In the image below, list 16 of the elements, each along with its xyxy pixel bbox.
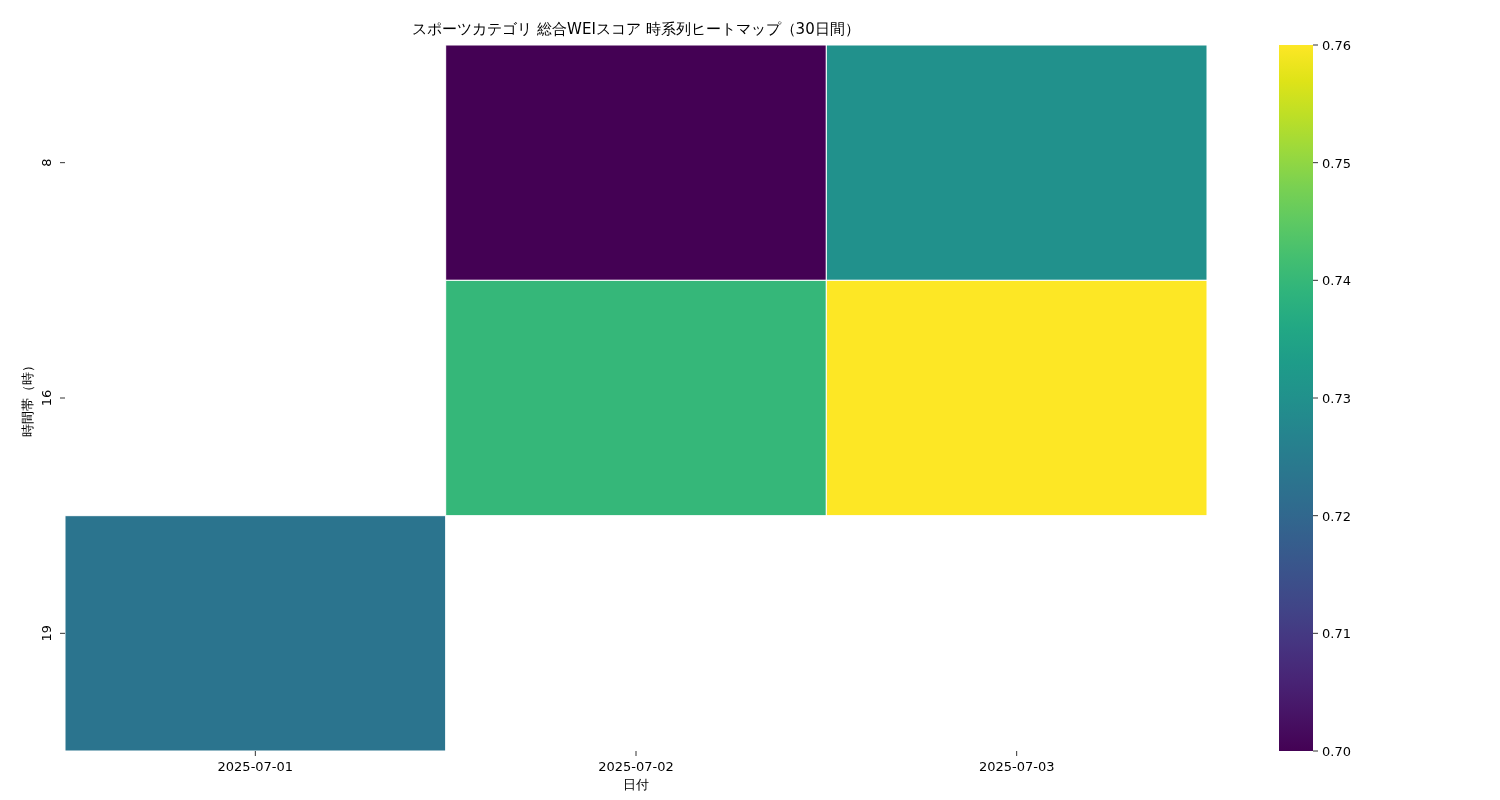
color-bar-label: 0.70 — [1322, 744, 1351, 759]
y-tick-label: 8 — [39, 158, 54, 167]
color-bar-label: 0.74 — [1322, 273, 1351, 289]
x-tick-label: 2025-07-02 — [598, 759, 674, 774]
color-bar-label: 0.75 — [1322, 155, 1351, 171]
color-bar-label: 0.71 — [1322, 626, 1351, 642]
x-axis-title: 日付 — [623, 777, 649, 792]
y-tick-label: 19 — [39, 625, 54, 642]
x-tick-label: 2025-07-01 — [217, 759, 294, 774]
color-bar-label: 0.76 — [1322, 38, 1351, 53]
y-axis-title: 時間帯（時） — [20, 359, 35, 437]
color-bar-label: 0.73 — [1322, 391, 1351, 406]
y-tick-label: 16 — [39, 389, 54, 407]
chart-title: スポーツカテゴリ 総合WEIスコア 時系列ヒートマップ（30日間） — [412, 20, 860, 38]
x-tick-label: 2025-07-03 — [978, 759, 1055, 774]
color-bar-label: 0.72 — [1322, 508, 1351, 524]
